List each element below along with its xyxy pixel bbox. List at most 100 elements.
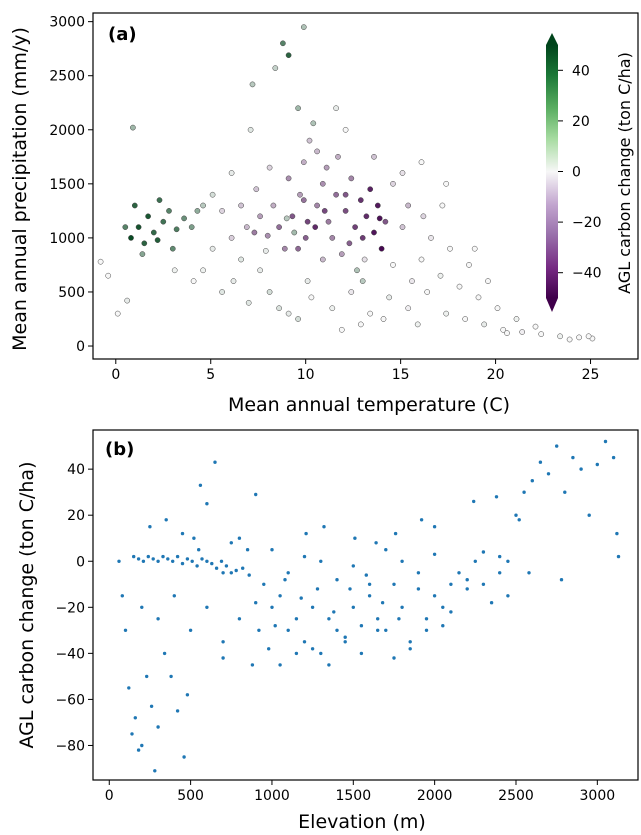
point-a-110	[228, 170, 235, 176]
point-b-4	[130, 732, 134, 736]
point-b-30	[161, 554, 165, 559]
point-a-141	[251, 229, 258, 236]
point-a-15	[139, 251, 146, 257]
point-a-92	[475, 294, 482, 301]
point-b-103	[559, 578, 564, 582]
point-a-133	[371, 153, 377, 160]
point-a-33	[314, 202, 320, 209]
point-a-72	[348, 289, 355, 295]
point-a-38	[363, 213, 370, 220]
point-b-13	[169, 674, 173, 679]
x-tick-label-b: 3000	[580, 788, 616, 804]
point-a-19	[280, 40, 286, 47]
point-a-69	[285, 310, 292, 317]
point-b-35	[185, 557, 190, 561]
point-b-24	[132, 554, 136, 559]
point-b-124	[343, 635, 347, 639]
x-axis-ticks-a: 0 5 10 15 20 25	[111, 359, 599, 383]
point-a-70	[308, 294, 315, 301]
point-a-113	[105, 272, 112, 279]
point-a-3	[145, 213, 151, 220]
point-a-124	[357, 321, 364, 328]
point-b-148	[348, 587, 352, 591]
point-b-70	[384, 628, 388, 632]
point-a-99	[219, 289, 225, 295]
point-b-45	[234, 568, 238, 573]
point-a-47	[257, 213, 263, 220]
point-a-129	[262, 248, 269, 254]
point-a-97	[200, 267, 206, 274]
point-b-104	[270, 548, 274, 552]
point-a-5	[154, 237, 161, 243]
point-a-121	[585, 333, 592, 340]
point-b-137	[353, 536, 357, 540]
x-tick-label-b: 2500	[498, 788, 534, 804]
point-b-21	[221, 571, 225, 575]
point-b-48	[140, 605, 144, 609]
y-tick-label-b: 40	[67, 462, 85, 478]
point-a-103	[466, 262, 472, 268]
point-a-7	[166, 208, 172, 214]
point-b-12	[162, 651, 167, 656]
point-b-122	[310, 647, 315, 651]
point-a-132	[418, 159, 425, 166]
panel-b: 0 500 1000 1500 2000 2500 3000 −80 −60 −40 −20 0 20…	[16, 429, 639, 833]
point-a-59	[243, 224, 250, 230]
point-b-128	[408, 647, 412, 651]
point-a-67	[245, 299, 252, 306]
y-tick-label-a: 2000	[49, 123, 85, 139]
point-a-75	[405, 305, 412, 312]
point-b-134	[472, 499, 476, 504]
y-tick-label-a: 1500	[49, 177, 85, 193]
y-tick-label-a: 1000	[49, 231, 85, 247]
point-b-132	[374, 541, 378, 545]
point-b-158	[257, 628, 261, 632]
point-b-28	[151, 557, 155, 561]
point-b-71	[392, 582, 396, 586]
point-a-45	[297, 191, 303, 198]
point-b-53	[221, 640, 225, 644]
point-a-9	[173, 226, 180, 233]
point-a-136	[304, 218, 311, 225]
point-b-150	[380, 601, 385, 605]
point-a-18	[130, 124, 136, 131]
point-a-16	[156, 197, 163, 203]
point-a-65	[228, 235, 235, 241]
colorbar-tick-label: −20	[572, 215, 602, 231]
point-b-146	[315, 587, 320, 591]
point-a-63	[420, 213, 427, 220]
point-a-2	[141, 240, 148, 247]
colorbar-extend-bottom	[546, 298, 558, 312]
point-b-52	[205, 605, 209, 609]
point-b-50	[172, 594, 176, 598]
point-b-153	[164, 518, 168, 522]
x-tick-label-a: 15	[392, 367, 410, 383]
point-a-135	[285, 175, 292, 182]
point-b-116	[465, 578, 469, 582]
point-b-8	[145, 674, 149, 679]
point-b-147	[332, 610, 336, 614]
point-b-90	[546, 472, 551, 476]
point-a-8	[169, 245, 176, 252]
point-b-47	[247, 573, 251, 577]
point-a-89	[456, 283, 463, 290]
point-a-27	[291, 229, 298, 236]
point-b-16	[185, 693, 190, 697]
point-b-120	[278, 663, 282, 667]
point-b-40	[210, 561, 214, 566]
point-b-156	[229, 541, 233, 545]
x-tick-label-b: 1500	[335, 788, 371, 804]
point-b-108	[335, 578, 339, 582]
point-b-154	[180, 531, 185, 536]
point-b-112	[400, 559, 404, 563]
point-a-53	[314, 148, 320, 155]
point-b-105	[286, 571, 290, 575]
point-a-105	[439, 202, 446, 209]
point-a-119	[504, 330, 510, 336]
point-b-23	[254, 492, 258, 497]
point-b-18	[198, 483, 203, 487]
point-b-37	[195, 564, 199, 568]
colorbar-tick-label: 40	[572, 63, 590, 79]
point-b-17	[192, 536, 196, 540]
point-b-6	[136, 748, 141, 752]
